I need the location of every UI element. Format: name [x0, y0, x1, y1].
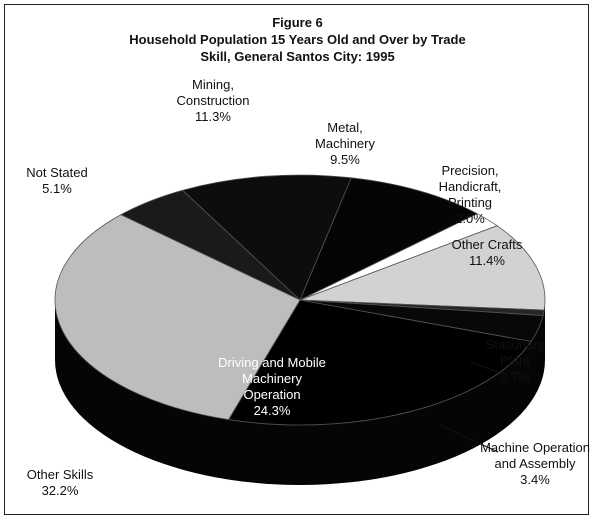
chart-title: Figure 6	[272, 15, 323, 30]
category-label: Stationary Plant	[485, 337, 545, 368]
pie-slice	[227, 299, 532, 426]
category-label: Precision, Handicraft, Printing	[438, 163, 502, 210]
category-label: Driving and Mobile Machinery Operation	[218, 355, 326, 402]
category-label: Other Skills	[26, 467, 94, 482]
value-label: 24.3%	[253, 403, 291, 418]
leader-line	[469, 361, 499, 373]
category-label: Other Crafts	[451, 237, 523, 252]
value-label: 3.4%	[520, 472, 550, 487]
value-label: 2.0%	[455, 211, 485, 226]
slice-label: Not Stated 5.1%	[12, 165, 102, 197]
slice-label: Other Skills 32.2%	[10, 467, 110, 499]
pie-slice	[299, 225, 546, 311]
slice-label: Metal, Machinery 9.5%	[300, 120, 390, 168]
pie-slice	[181, 174, 352, 301]
category-label: Machine Operation and Assembly	[480, 440, 590, 471]
slice-label: Mining, Construction 11.3%	[158, 77, 268, 125]
value-label: 9.5%	[330, 152, 360, 167]
category-label: Not Stated	[26, 165, 88, 180]
leader-line	[439, 424, 499, 453]
chart-subtitle: Household Population 15 Years Old and Ov…	[129, 32, 466, 47]
slice-label: Stationary Plant 0.7%	[470, 337, 560, 385]
value-label: 5.1%	[42, 181, 72, 196]
value-label: 0.7%	[500, 369, 530, 384]
slice-label: Driving and Mobile Machinery Operation 24…	[217, 355, 327, 419]
pie-slice	[54, 214, 301, 420]
category-label: Metal, Machinery	[315, 120, 375, 151]
category-label: Mining, Construction	[176, 77, 250, 108]
pie-slice	[299, 177, 479, 301]
chart-frame	[4, 4, 589, 515]
chart-subtitle: Skill, General Santos City: 1995	[200, 49, 395, 64]
value-label: 11.3%	[195, 109, 231, 124]
value-label: 11.4%	[469, 253, 505, 268]
slice-label: Other Crafts 11.4%	[437, 237, 537, 269]
value-label: 32.2%	[41, 483, 79, 498]
slice-label: Precision, Handicraft, Printing 2.0%	[420, 163, 520, 227]
slice-label: Machine Operation and Assembly 3.4%	[480, 440, 590, 488]
